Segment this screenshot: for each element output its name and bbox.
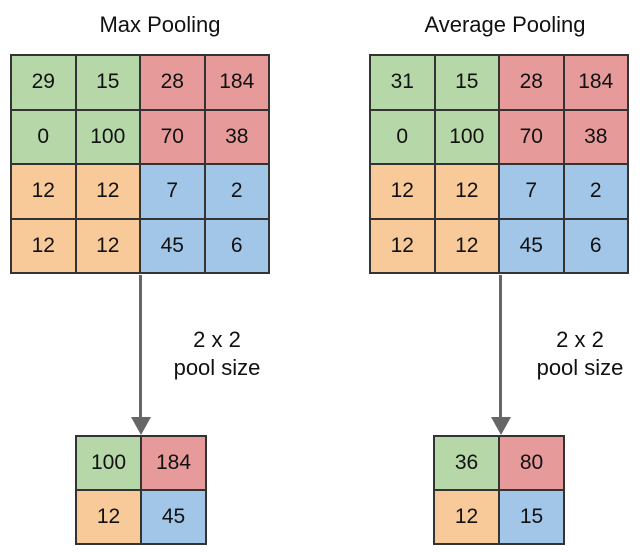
max-input-grid: 29 15 28 184 0 100 70 38 12 12 7 2 12 12 45 6 — [10, 54, 270, 274]
grid-cell: 36 — [435, 437, 498, 489]
grid-cell: 80 — [500, 437, 563, 489]
grid-cell: 12 — [12, 219, 75, 272]
max-output-grid: 100 184 12 45 — [75, 435, 207, 545]
grid-cell: 38 — [205, 110, 268, 163]
grid-cell: 2 — [205, 165, 268, 218]
grid-cell: 15 — [435, 56, 498, 109]
grid-cell: 12 — [76, 219, 139, 272]
grid-cell: 12 — [12, 165, 75, 218]
grid-cell: 184 — [142, 437, 205, 489]
grid-cell: 184 — [205, 56, 268, 109]
max-pooling-title: Max Pooling — [99, 12, 221, 37]
grid-cell: 28 — [500, 56, 563, 109]
grid-cell: 100 — [435, 110, 498, 163]
grid-cell: 12 — [435, 219, 498, 272]
arrow-head-icon — [491, 417, 511, 435]
average-pooling-title: Average Pooling — [424, 12, 586, 37]
grid-cell: 2 — [564, 165, 627, 218]
grid-cell: 12 — [77, 491, 140, 543]
arrow-shaft — [499, 275, 502, 418]
average-output-grid: 36 80 12 15 — [433, 435, 565, 545]
pool-size-line1: 2 x 2 — [556, 327, 604, 352]
grid-cell: 6 — [205, 219, 268, 272]
grid-cell: 38 — [564, 110, 627, 163]
grid-cell: 184 — [564, 56, 627, 109]
grid-cell: 12 — [371, 165, 434, 218]
grid-cell: 0 — [371, 110, 434, 163]
grid-cell: 6 — [564, 219, 627, 272]
grid-cell: 29 — [12, 56, 75, 109]
average-pool-size-label: 2 x 2 pool size — [510, 326, 640, 382]
pool-size-line2: pool size — [536, 355, 624, 380]
grid-cell: 7 — [141, 165, 204, 218]
average-down-arrow — [491, 275, 511, 435]
max-down-arrow — [131, 275, 151, 435]
grid-cell: 70 — [141, 110, 204, 163]
grid-cell: 70 — [500, 110, 563, 163]
arrow-shaft — [139, 275, 142, 418]
pool-size-line1: 2 x 2 — [193, 327, 241, 352]
average-input-grid: 31 15 28 184 0 100 70 38 12 12 7 2 12 12 45 6 — [369, 54, 629, 274]
grid-cell: 12 — [76, 165, 139, 218]
grid-cell: 12 — [435, 165, 498, 218]
arrow-head-icon — [131, 417, 151, 435]
grid-cell: 12 — [371, 219, 434, 272]
grid-cell: 0 — [12, 110, 75, 163]
grid-cell: 45 — [142, 491, 205, 543]
grid-cell: 15 — [500, 491, 563, 543]
grid-cell: 31 — [371, 56, 434, 109]
grid-cell: 100 — [77, 437, 140, 489]
grid-cell: 12 — [435, 491, 498, 543]
grid-cell: 28 — [141, 56, 204, 109]
max-pool-size-label: 2 x 2 pool size — [147, 326, 287, 382]
grid-cell: 45 — [141, 219, 204, 272]
grid-cell: 100 — [76, 110, 139, 163]
grid-cell: 7 — [500, 165, 563, 218]
pool-size-line2: pool size — [173, 355, 261, 380]
grid-cell: 45 — [500, 219, 563, 272]
grid-cell: 15 — [76, 56, 139, 109]
